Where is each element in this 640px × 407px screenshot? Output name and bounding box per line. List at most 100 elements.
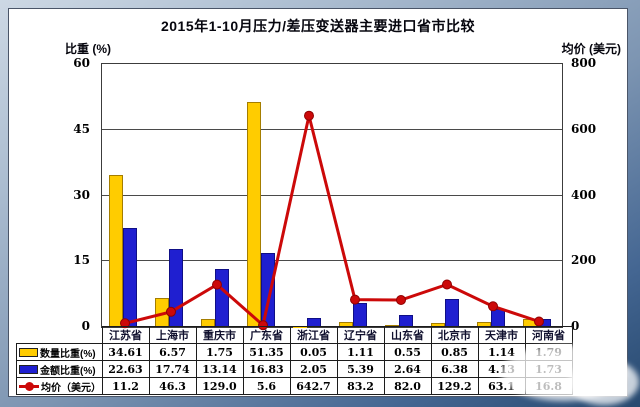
price-point bbox=[350, 294, 360, 305]
qty-bar bbox=[339, 322, 353, 327]
value-cell: 2.05 bbox=[289, 360, 338, 378]
gridline bbox=[102, 128, 562, 130]
qty-bar bbox=[431, 323, 445, 327]
watermark bbox=[569, 359, 639, 405]
value-cell: 13.14 bbox=[195, 360, 244, 378]
right-axis-ticks: 0 200 400 600 800 bbox=[566, 56, 610, 333]
tick-label: 15 bbox=[73, 253, 90, 268]
legend-label: 数量比重(%) bbox=[40, 348, 96, 360]
value-cell: 16.83 bbox=[242, 360, 291, 378]
price-point bbox=[166, 306, 176, 317]
amount-bar bbox=[307, 318, 321, 327]
value-cell: 63.1 bbox=[477, 377, 526, 395]
value-cell: 642.7 bbox=[289, 377, 338, 395]
legend-cell: 均价（美元） bbox=[16, 377, 103, 395]
value-cell: 82.0 bbox=[383, 377, 432, 395]
table-header-row: 江苏省 上海市 重庆市 广东省 浙江省 辽宁省 山东省 北京市 天津市 河南省 bbox=[17, 326, 573, 344]
gridline bbox=[102, 260, 562, 262]
legend-swatch-label: 均价（美元） bbox=[19, 379, 101, 394]
legend-dot bbox=[25, 381, 34, 391]
qty-legend-swatch bbox=[19, 347, 38, 357]
tick-label: 200 bbox=[571, 253, 597, 268]
qty-bar bbox=[201, 319, 215, 327]
value-cell: 1.79 bbox=[524, 343, 573, 361]
category-header-cell: 浙江省 bbox=[289, 326, 338, 344]
value-cell: 1.73 bbox=[524, 360, 573, 378]
right-axis-label: 均价 (美元) bbox=[561, 42, 621, 56]
amount-bar bbox=[123, 227, 137, 327]
value-cell: 6.57 bbox=[148, 343, 197, 361]
value-cell: 17.74 bbox=[148, 360, 197, 378]
value-cell: 1.11 bbox=[336, 343, 385, 361]
legend-label: 均价（美元） bbox=[41, 382, 101, 394]
value-cell: 16.8 bbox=[524, 377, 573, 395]
amount-legend-swatch bbox=[19, 364, 38, 374]
table-data-row: 数量比重(%) 34.61 6.57 1.75 51.35 0.05 1.11 0.55 0.8… bbox=[16, 343, 573, 361]
value-cell: 129.2 bbox=[430, 377, 479, 395]
amount-bar bbox=[537, 319, 551, 327]
plot-area bbox=[101, 63, 563, 331]
gridline bbox=[102, 194, 562, 196]
price-point bbox=[534, 316, 544, 327]
left-axis-ticks: 0 15 30 45 60 bbox=[55, 56, 97, 333]
legend-label: 金额比重(%) bbox=[40, 365, 96, 377]
value-cell: 22.63 bbox=[101, 360, 150, 378]
tick-label: 600 bbox=[571, 121, 597, 136]
category-header-cell: 山东省 bbox=[383, 326, 432, 344]
value-cell: 1.75 bbox=[195, 343, 244, 361]
value-cell: 34.61 bbox=[101, 343, 150, 361]
value-cell: 5.39 bbox=[336, 360, 385, 378]
value-cell: 83.2 bbox=[336, 377, 385, 395]
table-corner-cell bbox=[17, 327, 103, 344]
price-line bbox=[124, 115, 540, 329]
tick-label: 45 bbox=[73, 121, 90, 136]
price-point bbox=[396, 295, 406, 305]
data-table: 江苏省 上海市 重庆市 广东省 浙江省 辽宁省 山东省 北京市 天津市 河南省数量比重(%) 34.… bbox=[16, 326, 573, 395]
value-cell: 0.05 bbox=[289, 343, 338, 361]
price-point bbox=[488, 301, 498, 312]
value-cell: 129.0 bbox=[195, 377, 244, 395]
price-point bbox=[212, 279, 222, 290]
tick-label: 0 bbox=[81, 319, 90, 333]
legend-swatch-label: 数量比重(%) bbox=[19, 345, 96, 360]
value-cell: 1.14 bbox=[477, 343, 526, 361]
price-point bbox=[304, 110, 314, 121]
price-line-series bbox=[120, 110, 544, 331]
tick-label: 800 bbox=[571, 56, 597, 70]
amount-bar bbox=[491, 308, 505, 327]
value-cell: 11.2 bbox=[101, 377, 150, 395]
value-cell: 51.35 bbox=[242, 343, 291, 361]
category-header-cell: 北京市 bbox=[430, 326, 479, 344]
legend-swatch-label: 金额比重(%) bbox=[19, 362, 96, 377]
category-header-cell: 河南省 bbox=[524, 326, 573, 344]
left-axis-label: 比重 (%) bbox=[65, 42, 111, 56]
value-cell: 0.85 bbox=[430, 343, 479, 361]
amount-bar bbox=[399, 315, 413, 327]
chart-panel: 2015年1-10月压力/差压变送器主要进口省市比较 比重 (%) 均价 (美元… bbox=[8, 8, 639, 405]
tick-label: 60 bbox=[73, 56, 90, 70]
tick-label: 0 bbox=[571, 319, 580, 333]
value-cell: 0.55 bbox=[383, 343, 432, 361]
category-header-cell: 天津市 bbox=[477, 326, 526, 344]
amount-bar bbox=[353, 303, 367, 327]
tick-label: 30 bbox=[73, 187, 90, 202]
category-header-cell: 辽宁省 bbox=[336, 326, 385, 344]
price-point bbox=[442, 279, 452, 290]
category-header-cell: 广东省 bbox=[242, 326, 291, 344]
qty-bar bbox=[523, 319, 537, 327]
qty-bar bbox=[385, 324, 399, 327]
value-cell: 46.3 bbox=[148, 377, 197, 395]
value-cell: 2.64 bbox=[383, 360, 432, 378]
legend-cell: 金额比重(%) bbox=[16, 360, 103, 378]
category-header-cell: 上海市 bbox=[148, 326, 197, 344]
category-header-cell: 重庆市 bbox=[195, 326, 244, 344]
amount-bar bbox=[445, 299, 459, 327]
legend-cell: 数量比重(%) bbox=[16, 343, 103, 361]
value-cell: 5.6 bbox=[242, 377, 291, 395]
table-data-row: 金额比重(%) 22.63 17.74 13.14 16.83 2.05 5.39 2.64 6… bbox=[16, 360, 573, 378]
table-data-row: 均价（美元） 11.2 46.3 129.0 5.6 642.7 83.2 82.0 129.2… bbox=[16, 377, 573, 395]
category-header-cell: 江苏省 bbox=[101, 326, 150, 344]
qty-bar bbox=[109, 175, 123, 327]
tick-label: 400 bbox=[571, 187, 597, 202]
